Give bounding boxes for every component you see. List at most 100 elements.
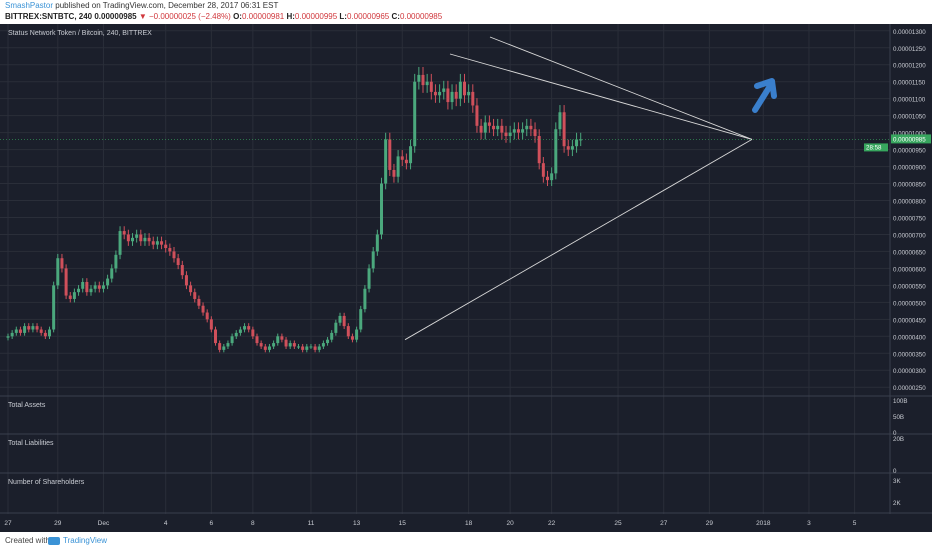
candle <box>388 139 392 170</box>
candle <box>131 237 134 242</box>
candle <box>508 132 512 137</box>
trendline-lower <box>404 139 753 341</box>
indicator-tick-label: 3K <box>893 478 901 485</box>
publish-line: SmashPastor published on TradingView.com… <box>5 1 278 10</box>
candle <box>355 329 359 340</box>
candle <box>222 346 226 350</box>
candle <box>81 281 85 289</box>
candle <box>297 346 300 348</box>
candle <box>396 156 400 177</box>
x-tick-label: 18 <box>465 520 473 527</box>
x-tick-label: 22 <box>548 520 556 527</box>
candle <box>326 339 330 344</box>
candle <box>346 326 350 337</box>
candle <box>409 146 413 164</box>
candle <box>35 326 39 330</box>
y-tick-label: 0.00000550 <box>893 283 926 290</box>
indicator-tick-label: 100B <box>893 398 907 405</box>
candle <box>442 88 446 92</box>
candle <box>143 237 147 242</box>
candle <box>467 91 471 96</box>
candle <box>97 285 101 289</box>
open-label: O: <box>233 12 242 21</box>
x-tick-label: 3 <box>807 520 811 527</box>
shareholders-pane-title: Number of Shareholders <box>8 479 85 486</box>
y-tick-label: 0.00001050 <box>893 114 926 121</box>
candle <box>433 91 437 96</box>
x-tick-label: Dec <box>98 520 110 527</box>
candle <box>529 125 533 130</box>
candle <box>284 339 288 347</box>
candle <box>471 91 475 106</box>
candle <box>313 346 317 350</box>
x-tick-label: 8 <box>251 520 255 527</box>
candle <box>168 248 172 252</box>
y-tick-label: 0.00000750 <box>893 215 926 222</box>
candle <box>446 88 450 103</box>
symbol-label: BITTREX:SNTBTC, 240 <box>5 12 93 21</box>
x-tick-label: 15 <box>399 520 407 527</box>
candle <box>39 329 43 333</box>
x-tick-label: 11 <box>308 520 315 527</box>
candle <box>85 281 89 293</box>
candle <box>122 231 126 235</box>
candle <box>359 309 363 330</box>
y-tick-label: 0.00001200 <box>893 63 926 70</box>
candle <box>558 112 562 130</box>
x-tick-label: 29 <box>54 520 62 527</box>
candle <box>413 81 417 147</box>
candle <box>404 159 408 164</box>
candle <box>363 288 367 310</box>
y-tick-label: 0.00000300 <box>893 368 926 375</box>
candle <box>56 258 60 286</box>
y-tick-label: 0.00000400 <box>893 334 926 341</box>
candle <box>429 81 433 92</box>
candle <box>487 122 491 126</box>
main-pane-title: Status Network Token / Bitcoin, 240, BIT… <box>8 30 152 37</box>
candle <box>570 146 574 150</box>
open-value: 0.00000981 <box>241 12 285 21</box>
candle <box>272 343 276 347</box>
candle <box>226 343 230 347</box>
candle <box>64 268 68 296</box>
chart-area[interactable]: 0.00001300 0.00001250 0.00001200 0.00001150… <box>0 24 932 532</box>
candle <box>400 156 404 160</box>
y-tick-label: 0.00001300 <box>893 29 926 36</box>
arrow-up-right-icon[interactable] <box>752 78 777 113</box>
y-tick-label: 0.00000950 <box>893 148 926 155</box>
last-price: 0.00000985 <box>94 12 137 21</box>
author-link[interactable]: SmashPastor <box>5 1 54 10</box>
candle <box>500 125 504 133</box>
total-assets-pane-title: Total Assets <box>8 402 46 409</box>
ohlc-line: BITTREX:SNTBTC, 240 0.00000985 ▼ −0.0000… <box>5 12 442 21</box>
last-price-box <box>891 134 931 144</box>
candle <box>380 183 383 235</box>
candle <box>255 336 259 344</box>
candle <box>52 285 56 330</box>
y-tick-label: 0.00000650 <box>893 249 926 256</box>
candle <box>267 346 271 350</box>
price-chart[interactable]: 0.00001300 0.00001250 0.00001200 0.00001150… <box>0 24 932 532</box>
candle <box>101 285 105 289</box>
candle <box>483 122 487 133</box>
x-tick-label: 27 <box>4 520 12 527</box>
y-tick-label: 0.00001000 <box>893 131 926 138</box>
candle <box>375 234 379 252</box>
y-tick-label: 0.00000350 <box>893 351 926 358</box>
tradingview-link[interactable]: TradingView <box>48 536 107 545</box>
candle <box>338 315 342 323</box>
indicator-tick-label: 20B <box>893 436 904 443</box>
candle <box>172 251 176 259</box>
candle <box>189 285 193 293</box>
indicator-tick-label: 0 <box>893 430 897 437</box>
y-tick-label: 0.00000250 <box>893 385 926 392</box>
candle <box>384 139 388 184</box>
x-tick-label: 13 <box>353 520 361 527</box>
y-tick-label: 0.00001150 <box>893 80 926 87</box>
candle <box>425 81 429 86</box>
candle <box>533 129 537 137</box>
candle <box>197 298 201 306</box>
candle <box>14 329 18 333</box>
candle <box>288 343 292 347</box>
candle <box>263 346 267 350</box>
